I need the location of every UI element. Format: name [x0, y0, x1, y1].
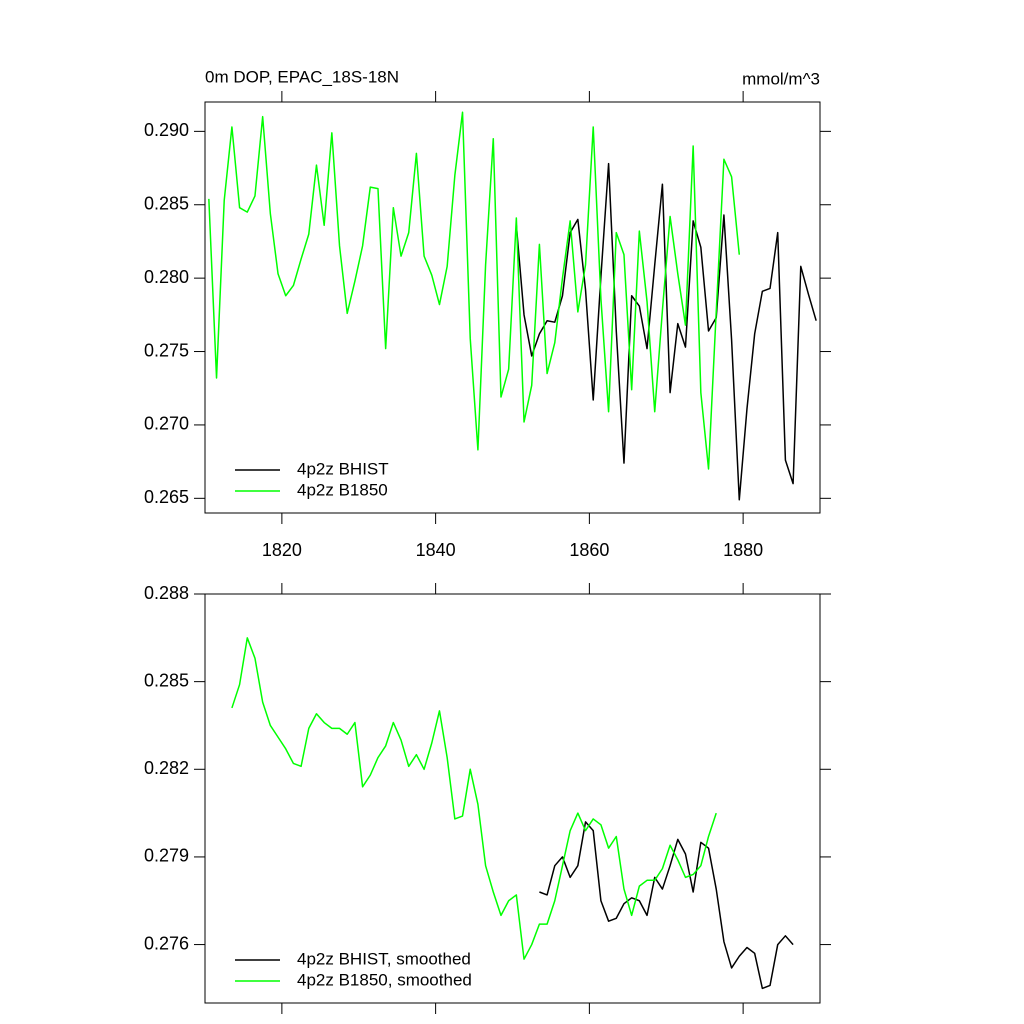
- legend-label: 4p2z BHIST: [297, 459, 389, 478]
- y-tick-label: 0.276: [144, 933, 189, 953]
- x-tick-label: 1860: [569, 540, 609, 560]
- y-tick-label: 0.279: [144, 846, 189, 866]
- series-line: [515, 162, 817, 501]
- plot-frame: [204, 593, 821, 1004]
- y-tick-label: 0.288: [144, 583, 189, 603]
- y-tick-label: 0.285: [144, 194, 189, 214]
- x-tick-label: 1840: [416, 540, 456, 560]
- y-tick-label: 0.290: [144, 120, 189, 140]
- x-tick-label: 1880: [723, 540, 763, 560]
- y-tick-label: 0.280: [144, 267, 189, 287]
- series-line: [539, 821, 794, 990]
- legend-label: 4p2z B1850, smoothed: [297, 970, 472, 989]
- plot-frame: [204, 101, 821, 514]
- y-tick-label: 0.285: [144, 670, 189, 690]
- units-label: mmol/m^3: [742, 69, 820, 88]
- series-line: [231, 637, 717, 960]
- y-tick-label: 0.282: [144, 758, 189, 778]
- x-tick-label: 1820: [262, 540, 302, 560]
- series-line: [208, 111, 741, 470]
- legend-label: 4p2z BHIST, smoothed: [297, 949, 471, 968]
- y-tick-label: 0.265: [144, 487, 189, 507]
- y-tick-label: 0.270: [144, 414, 189, 434]
- legend-label: 4p2z B1850: [297, 480, 388, 499]
- chart-title: 0m DOP, EPAC_18S-18N: [205, 67, 399, 86]
- y-tick-label: 0.275: [144, 340, 189, 360]
